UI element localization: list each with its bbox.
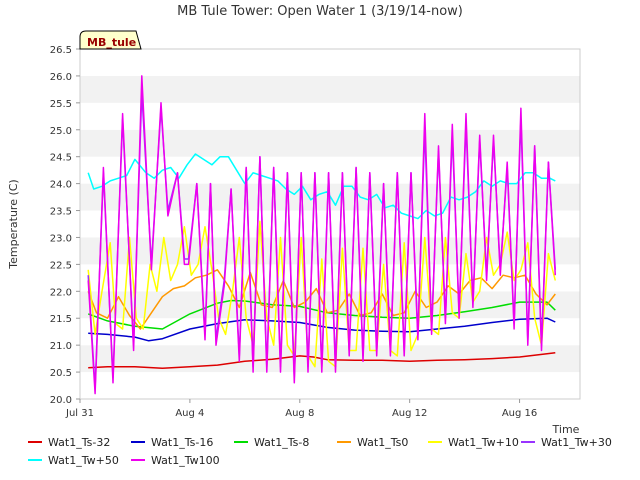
legend-label: Wat1_Ts-8	[254, 435, 310, 449]
series-line-wat1-ts-16	[88, 317, 556, 342]
grid-band	[80, 49, 580, 76]
grid-band	[80, 129, 580, 157]
annotation-label: MB_tule	[87, 36, 136, 49]
grid-band	[80, 318, 580, 346]
y-tick-label: 24.0	[50, 180, 72, 191]
y-tick-label: 22.5	[50, 260, 72, 271]
legend-swatch	[131, 441, 145, 443]
y-tick-label: 21.5	[50, 314, 72, 325]
legend-swatch	[428, 441, 442, 443]
grid-band	[80, 156, 580, 184]
x-tick-label: Aug 12	[392, 408, 427, 419]
legend-swatch	[28, 459, 42, 461]
annotation-box: MB_tule	[79, 30, 142, 50]
legend-item: Wat1_Ts-8	[234, 434, 309, 450]
legend-item: Wat1_Tw100	[131, 452, 220, 468]
legend-item: Wat1_Tw+50	[28, 452, 119, 468]
x-axis-ticks: Jul 31 Aug 4 Aug 8 Aug 12 Aug 16	[65, 399, 537, 419]
legend-label: Wat1_Ts-32	[48, 435, 111, 449]
series-line-wat1-ts-8	[87, 299, 556, 330]
legend-swatch	[131, 459, 145, 461]
plot-frame	[79, 48, 581, 400]
y-tick-label: 20.0	[50, 395, 72, 406]
y-axis-ticks: 20.0 20.5 21.0 21.5 22.0 22.5 23.0 23.5 24.0 24.5…	[50, 45, 80, 406]
legend-swatch	[337, 441, 351, 443]
legend-label: Wat1_Ts-16	[151, 435, 214, 449]
y-tick-label: 25.5	[50, 99, 72, 110]
y-tick-label: 25.0	[50, 126, 72, 137]
y-tick-label: 24.5	[50, 153, 72, 164]
legend-swatch	[28, 441, 42, 443]
series-line-wat1-ts0	[87, 269, 556, 330]
series-line-wat1-tw-50	[87, 153, 556, 220]
y-tick-label: 22.0	[50, 287, 72, 298]
legend-swatch	[521, 441, 535, 443]
legend-label: Wat1_Tw+30	[541, 435, 612, 449]
grid-band	[80, 264, 580, 292]
legend-item: Wat1_Ts-16	[131, 434, 213, 450]
x-axis-label: Time	[552, 423, 580, 436]
x-tick-label: Jul 31	[65, 408, 94, 419]
legend-label: Wat1_Ts0	[357, 435, 409, 449]
y-tick-label: 20.5	[50, 368, 72, 379]
series-line-wat1-tw-10	[87, 220, 557, 368]
y-tick-label: 26.0	[50, 72, 72, 83]
x-tick-label: Aug 16	[502, 408, 537, 419]
legend-item: Wat1_Tw+10	[428, 434, 519, 450]
x-tick-label: Aug 4	[175, 408, 204, 419]
series-line-wat1-tw100	[87, 75, 557, 395]
legend-item: Wat1_Tw+30	[521, 434, 612, 450]
grid-band	[80, 102, 580, 130]
series-layer	[87, 75, 557, 395]
y-axis-label: Temperature (C)	[7, 179, 20, 269]
legend-label: Wat1_Tw+10	[448, 435, 519, 449]
x-tick-label: Aug 8	[285, 408, 314, 419]
series-line-wat1-ts-32	[88, 351, 556, 370]
legend-item: Wat1_Ts0	[337, 434, 408, 450]
y-tick-label: 21.0	[50, 341, 72, 352]
y-tick-label: 26.5	[50, 45, 72, 56]
legend-label: Wat1_Tw+50	[48, 453, 119, 467]
legend-swatch	[234, 441, 248, 443]
grid-band	[80, 372, 580, 399]
y-tick-label: 23.5	[50, 207, 72, 218]
y-tick-label: 23.0	[50, 233, 72, 244]
legend-item: Wat1_Ts-32	[28, 434, 110, 450]
chart-title: MB Tule Tower: Open Water 1 (3/19/14-now…	[177, 4, 463, 19]
grid-band	[80, 75, 580, 103]
legend-label: Wat1_Tw100	[151, 453, 220, 467]
